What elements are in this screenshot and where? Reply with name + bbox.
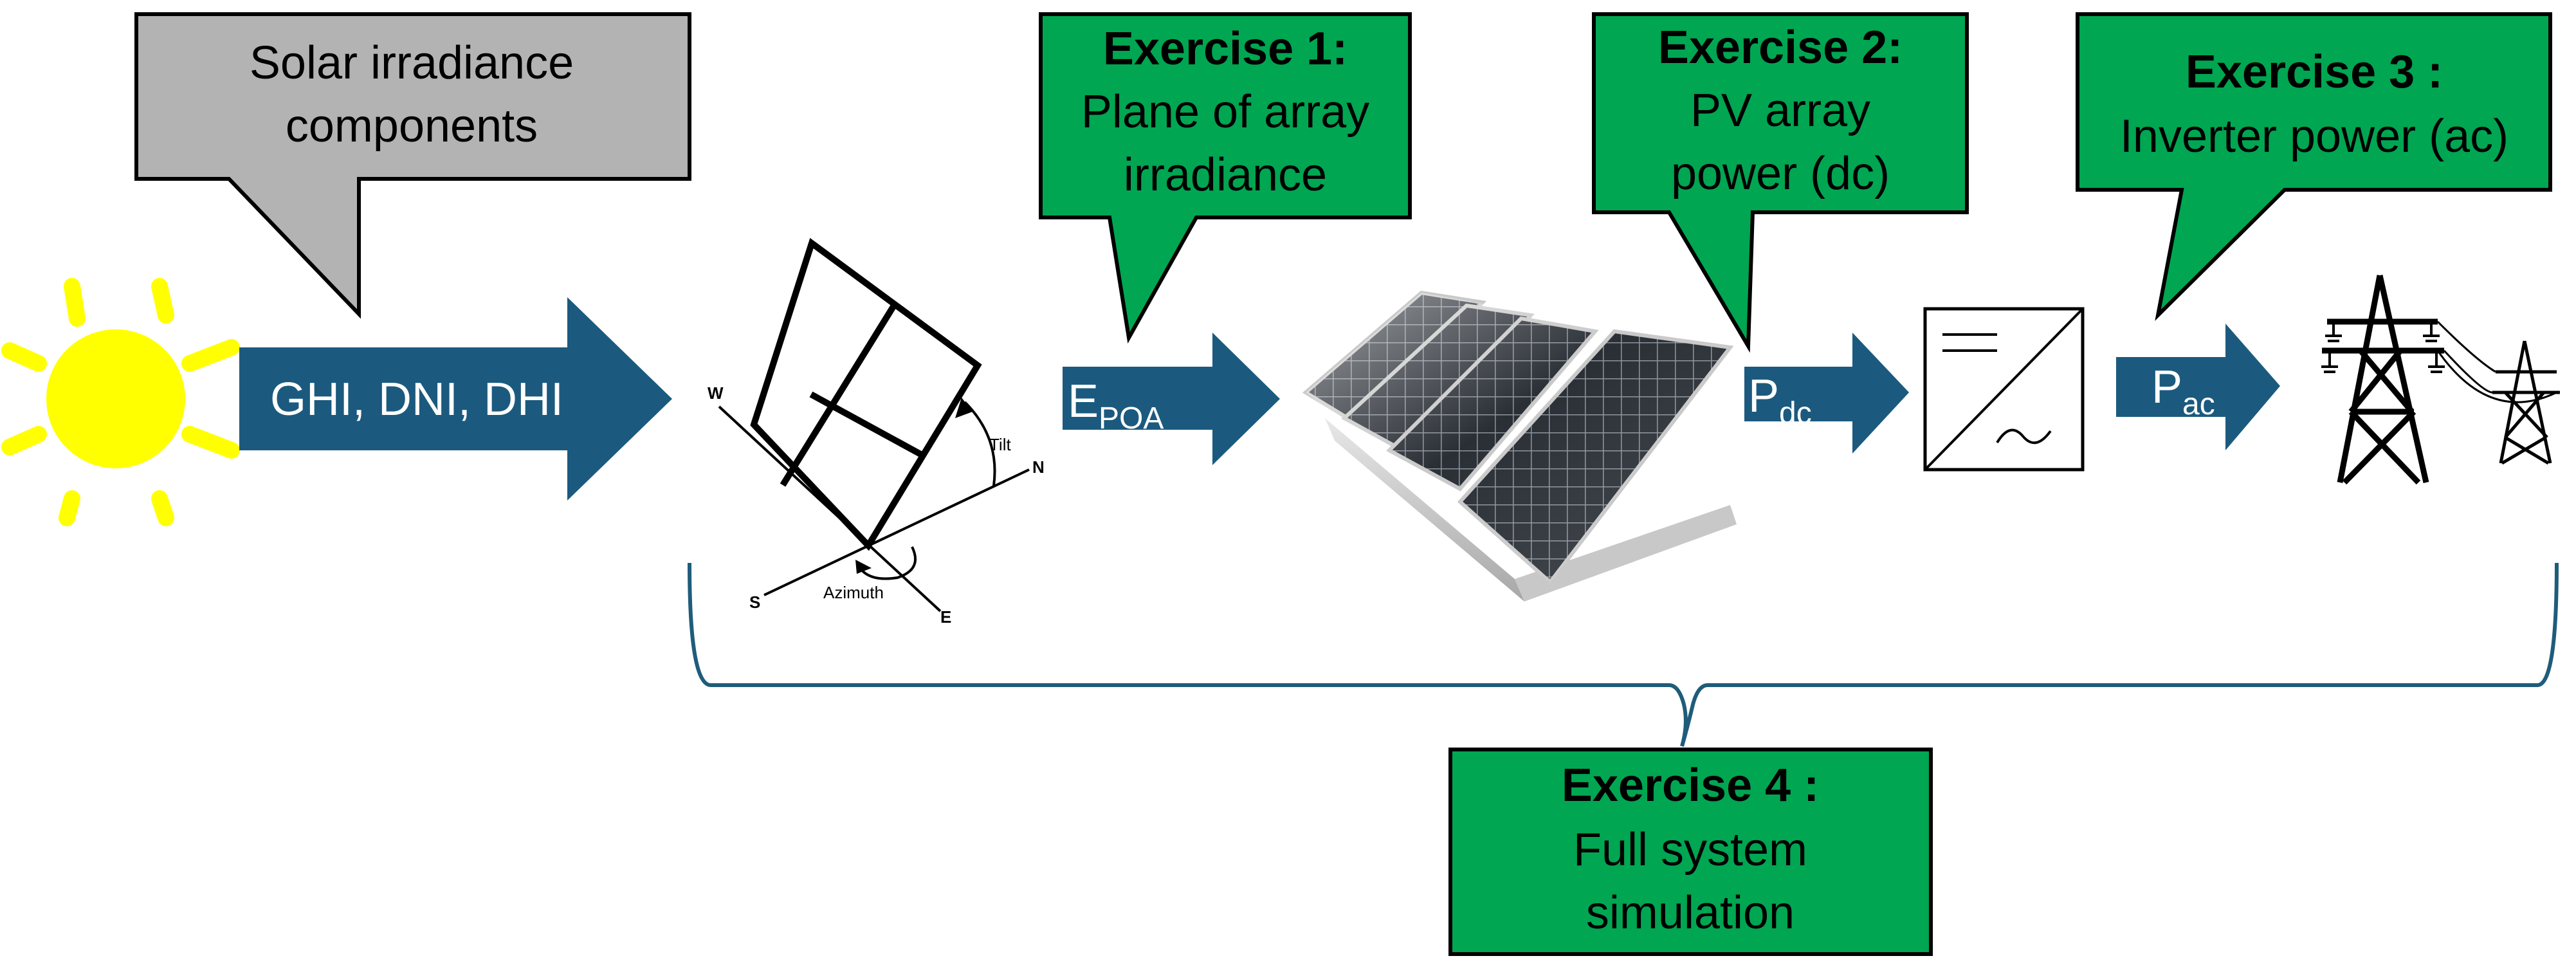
pdc-arrow: Pdc	[1744, 333, 1909, 454]
callout-exercise-4: Exercise 4 : Full system simulation	[1448, 748, 1933, 956]
exercise-4-line1: Full system	[1573, 824, 1807, 876]
pdc-arrow-label: Pdc	[1748, 371, 1812, 430]
epoa-arrow-label: EPOA	[1068, 376, 1164, 436]
callout-solar-irradiance: Solar irradiance components	[134, 12, 691, 319]
callout-solar-line1: Solar irradiance	[250, 37, 574, 89]
orientation-label-tilt: Tilt	[989, 435, 1011, 454]
orientation-label-w: W	[708, 383, 724, 403]
exercise-1-title: Exercise 1:	[1103, 23, 1347, 75]
callout-solar-line2: components	[286, 100, 538, 152]
inverter-icon	[1923, 307, 2085, 472]
callout-exercise-1: Exercise 1: Plane of array irradiance	[1039, 12, 1412, 344]
callout-exercise-3: Exercise 3 : Inverter power (ac)	[2076, 12, 2552, 321]
exercise-3-line1: Inverter power (ac)	[2120, 111, 2508, 162]
exercise-4-title: Exercise 4 :	[1562, 760, 1819, 811]
pac-arrow-label: Pac	[2151, 362, 2215, 421]
system-bracket	[688, 562, 2559, 747]
callout-exercise-2: Exercise 2: PV array power (dc)	[1592, 12, 1969, 353]
epoa-arrow: EPOA	[1063, 333, 1280, 465]
exercise-1-line1: Plane of array	[1081, 86, 1369, 138]
exercise-2-line1: PV array	[1690, 85, 1870, 136]
orientation-label-azimuth: Azimuth	[823, 583, 884, 602]
orientation-label-s: S	[749, 593, 760, 612]
solar-panels-icon	[1302, 290, 1737, 602]
transmission-tower-icon	[2321, 275, 2560, 485]
exercise-3-title: Exercise 3 :	[2186, 46, 2443, 98]
tilted-panel-diagram-icon: W N S E Tilt Azimuth	[708, 237, 1045, 627]
exercise-1-line2: irradiance	[1124, 149, 1327, 201]
exercise-2-title: Exercise 2:	[1658, 22, 1903, 73]
pac-arrow: Pac	[2116, 324, 2280, 450]
orientation-label-n: N	[1032, 457, 1045, 477]
irradiance-arrow: GHI, DNI, DHI	[239, 297, 672, 501]
exercise-2-line2: power (dc)	[1671, 148, 1890, 199]
irradiance-arrow-label: GHI, DNI, DHI	[270, 374, 563, 425]
sun-icon	[1, 278, 240, 526]
orientation-label-e: E	[940, 607, 951, 627]
exercise-4-line2: simulation	[1586, 887, 1795, 939]
